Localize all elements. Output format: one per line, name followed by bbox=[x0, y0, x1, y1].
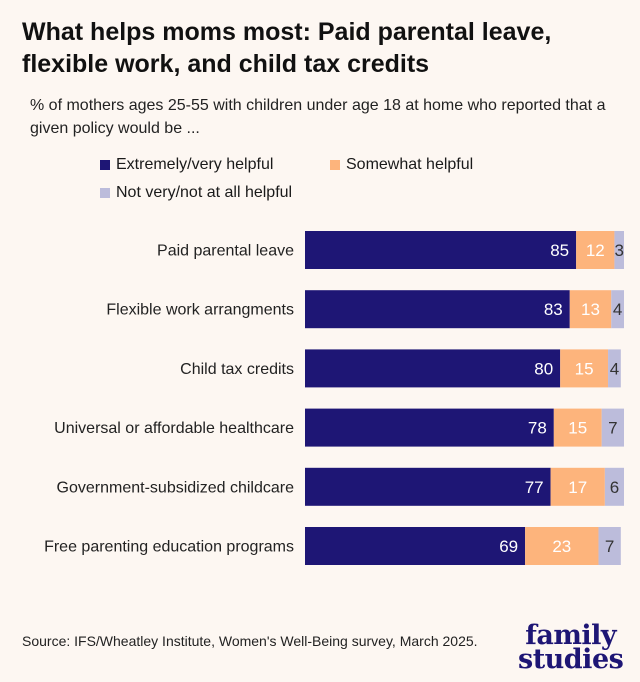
bar-segment-2 bbox=[569, 290, 612, 329]
data-label: 80 bbox=[534, 359, 553, 378]
data-label: 15 bbox=[568, 419, 587, 438]
bar-segment-1 bbox=[305, 231, 577, 269]
data-label: 6 bbox=[610, 478, 619, 497]
bar-segment-2 bbox=[525, 527, 599, 565]
chart-subtitle: % of mothers ages 25-55 with children un… bbox=[30, 97, 606, 137]
chart-title: What helps moms most: Paid parental leav… bbox=[22, 18, 552, 78]
legend-label: Extremely/very helpful bbox=[116, 156, 274, 173]
bar-segment-1 bbox=[305, 527, 526, 565]
data-label: 85 bbox=[550, 241, 569, 260]
bar-segment-3 bbox=[614, 231, 624, 269]
data-label: 17 bbox=[568, 478, 587, 497]
data-label: 7 bbox=[608, 419, 617, 438]
legend-swatch bbox=[100, 188, 110, 198]
data-label: 3 bbox=[614, 241, 623, 260]
data-label: 69 bbox=[499, 537, 518, 556]
bar-segment-3 bbox=[604, 467, 624, 506]
source-note: Source: IFS/Wheatley Institute, Women's … bbox=[22, 633, 478, 649]
bar-segment-3 bbox=[601, 408, 624, 447]
bar-segment-2 bbox=[553, 408, 602, 447]
data-label: 77 bbox=[525, 478, 544, 497]
category-label: Flexible work arrangments bbox=[106, 302, 294, 319]
legend-item-somewhat-helpful: Somewhat helpful bbox=[330, 156, 473, 174]
bar-segment-3 bbox=[598, 527, 621, 565]
data-label: 23 bbox=[552, 537, 571, 556]
bar-segment-3 bbox=[608, 349, 621, 388]
bar-segment-1 bbox=[305, 349, 561, 388]
bar-segment-2 bbox=[550, 467, 605, 506]
data-label: 4 bbox=[613, 300, 622, 319]
data-label: 7 bbox=[605, 537, 614, 556]
legend-swatch bbox=[100, 160, 110, 170]
data-label: 15 bbox=[575, 359, 594, 378]
data-label: 83 bbox=[544, 300, 563, 319]
legend-item-extremely-helpful: Extremely/very helpful bbox=[100, 156, 273, 174]
data-label: 78 bbox=[528, 419, 547, 438]
bar-segment-2 bbox=[560, 349, 609, 388]
data-label: 13 bbox=[581, 300, 600, 319]
legend-item-not-helpful: Not very/not at all helpful bbox=[100, 184, 292, 202]
legend-label: Somewhat helpful bbox=[346, 156, 474, 173]
bar-segment-1 bbox=[305, 290, 570, 329]
category-label: Paid parental leave bbox=[157, 243, 294, 260]
category-label: Child tax credits bbox=[180, 361, 294, 378]
category-label: Universal or affordable healthcare bbox=[54, 420, 294, 437]
category-label: Free parenting education programs bbox=[44, 539, 294, 556]
bar-segment-1 bbox=[305, 467, 551, 506]
legend-swatch bbox=[330, 160, 340, 170]
family-studies-logo: family studies bbox=[518, 620, 624, 675]
category-label: Government-subsidized childcare bbox=[57, 479, 295, 496]
bar-segment-3 bbox=[611, 290, 624, 329]
data-label: 12 bbox=[586, 241, 605, 260]
bar-segment-1 bbox=[305, 408, 554, 447]
bar-segment-2 bbox=[576, 231, 615, 269]
legend-label: Not very/not at all helpful bbox=[116, 184, 293, 201]
data-label: 4 bbox=[610, 359, 619, 378]
